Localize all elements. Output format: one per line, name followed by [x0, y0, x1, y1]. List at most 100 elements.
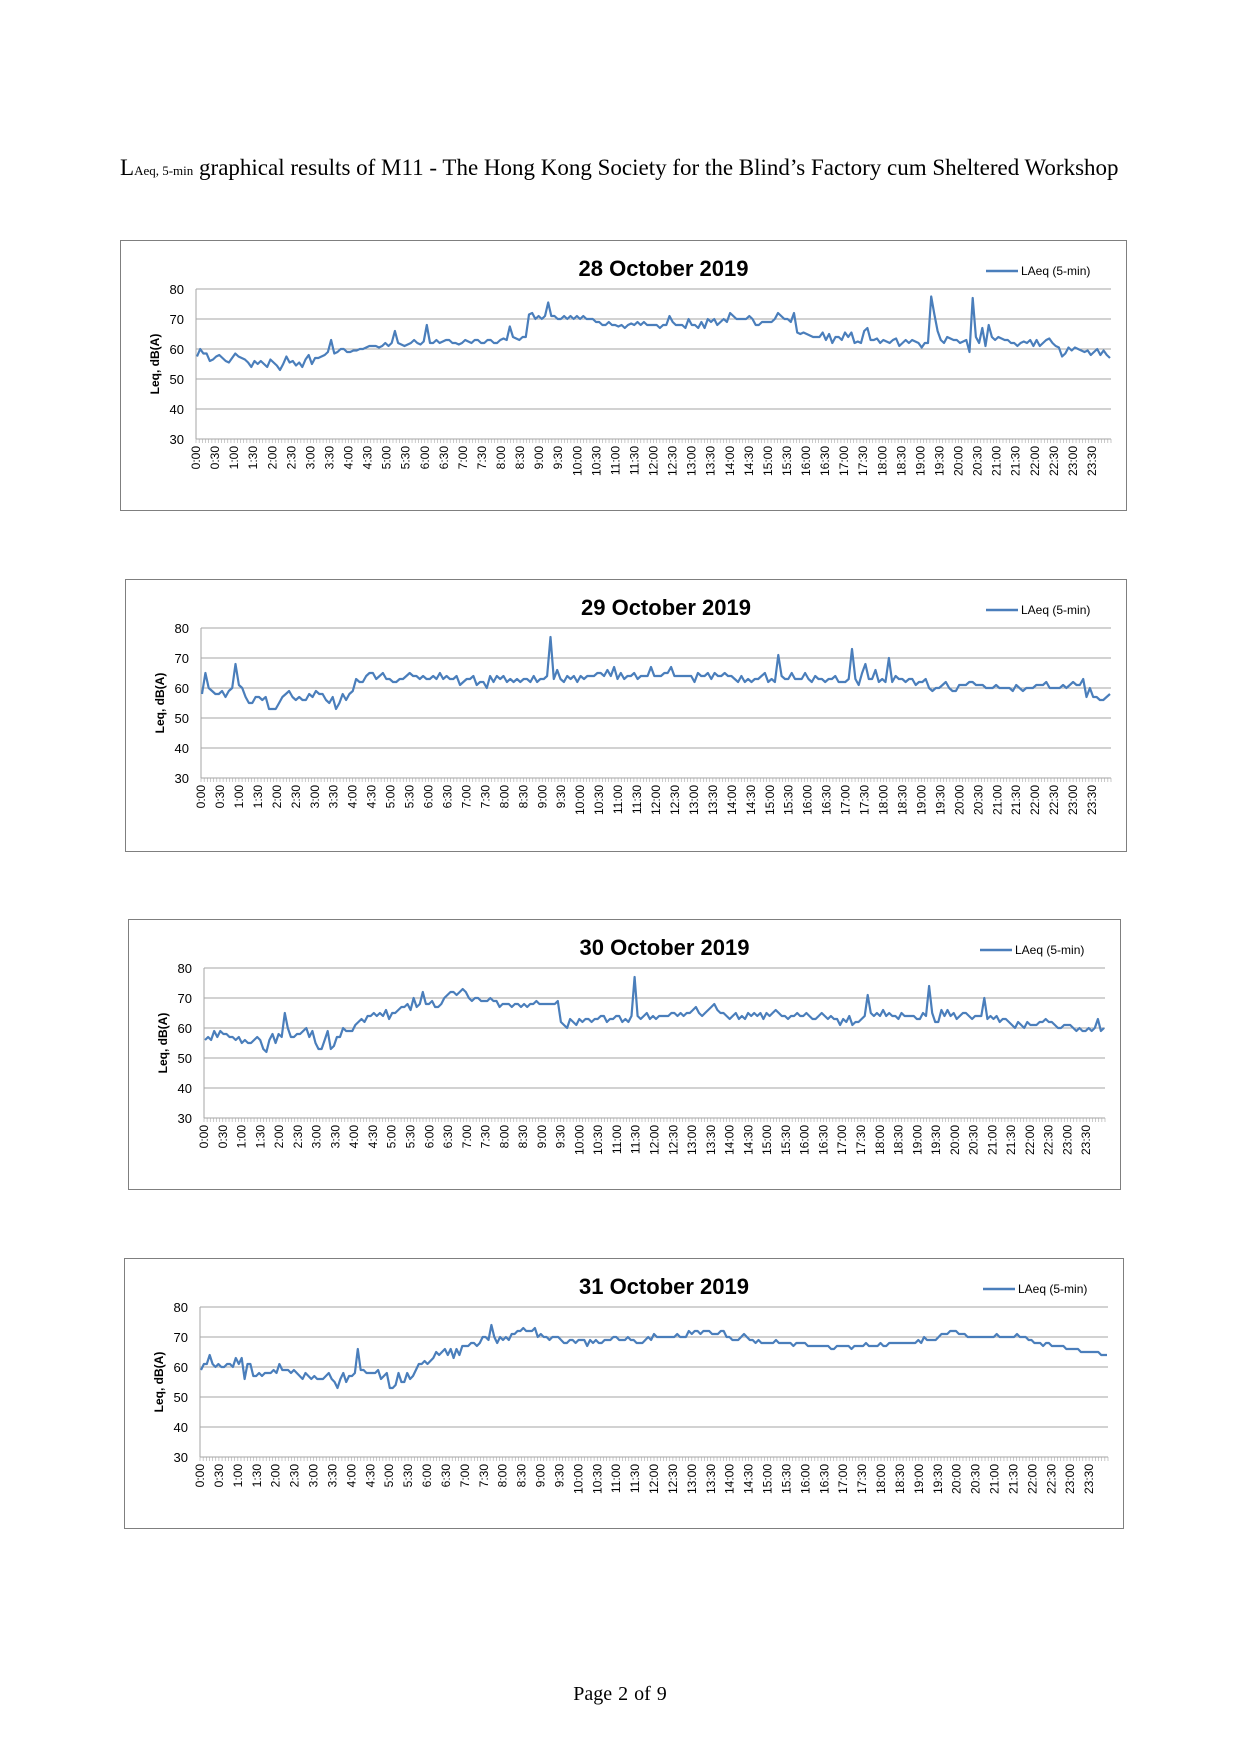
x-tick-label: 21:00: [988, 1464, 1002, 1494]
x-tick-label: 18:00: [875, 446, 889, 476]
x-tick-label: 11:30: [628, 1464, 642, 1493]
x-tick-label: 15:00: [763, 785, 777, 815]
x-tick-label: 10:30: [590, 1464, 604, 1494]
x-tick-label: 15:00: [761, 446, 775, 476]
y-tick-label: 70: [174, 1330, 188, 1345]
x-tick-label: 6:00: [420, 1464, 434, 1488]
x-tick-label: 22:30: [1047, 785, 1061, 815]
x-tick-label: 9:30: [552, 1464, 566, 1488]
x-tick-label: 14:00: [725, 785, 739, 815]
x-tick-label: 6:00: [422, 785, 436, 809]
y-axis-label: Leq, dB(A): [156, 1013, 170, 1074]
x-tick-label: 0:30: [213, 785, 227, 809]
x-tick-label: 8:30: [516, 785, 530, 809]
x-tick-label: 1:00: [231, 1464, 245, 1488]
x-tick-label: 6:00: [422, 1125, 436, 1149]
x-tick-label: 2:00: [270, 785, 284, 809]
x-tick-label: 14:30: [741, 1125, 755, 1155]
x-tick-label: 16:00: [801, 785, 815, 815]
x-tick-label: 5:30: [399, 446, 413, 470]
x-tick-label: 22:00: [1023, 1125, 1037, 1155]
x-tick-label: 22:00: [1028, 785, 1042, 815]
x-tick-label: 19:00: [914, 785, 928, 815]
series-line: [200, 1323, 1107, 1390]
x-tick-label: 22:30: [1044, 1464, 1058, 1494]
x-tick-label: 8:30: [516, 1125, 530, 1149]
x-tick-label: 5:00: [380, 446, 394, 470]
x-tick-label: 8:00: [496, 1464, 510, 1488]
x-tick-label: 19:30: [933, 785, 947, 815]
x-tick-label: 2:30: [291, 1125, 305, 1149]
x-tick-label: 11:00: [608, 446, 622, 475]
x-tick-label: 15:30: [782, 785, 796, 815]
x-tick-label: 2:00: [265, 446, 279, 470]
x-tick-label: 12:30: [666, 1125, 680, 1155]
x-tick-label: 12:00: [647, 1464, 661, 1494]
x-tick-label: 21:00: [990, 785, 1004, 815]
heading-rest: graphical results of M11 - The Hong Kong…: [193, 155, 1119, 180]
x-tick-label: 13:30: [704, 1464, 718, 1494]
x-tick-label: 23:30: [1079, 1125, 1093, 1155]
x-tick-label: 3:30: [322, 446, 336, 470]
x-tick-label: 1:00: [235, 1125, 249, 1149]
chart-title: 31 October 2019: [579, 1274, 749, 1299]
x-tick-label: 15:00: [761, 1464, 775, 1494]
x-tick-label: 20:30: [969, 1464, 983, 1494]
x-tick-label: 19:00: [913, 446, 927, 476]
y-tick-label: 60: [175, 681, 189, 696]
x-tick-label: 18:00: [877, 785, 891, 815]
x-tick-label: 13:30: [704, 1125, 718, 1155]
x-tick-label: 2:00: [272, 1125, 286, 1149]
chart-30-october: 30 October 2019 30 40 50 60 70 80 Leq, dB(A) 0:0…: [128, 919, 1121, 1190]
x-tick-label: 20:30: [971, 446, 985, 476]
x-tick-label: 9:00: [535, 1125, 549, 1149]
x-tick-label: 17:30: [854, 1125, 868, 1155]
x-tick-label: 4:00: [344, 1464, 358, 1488]
x-tick-label: 10:30: [592, 785, 606, 815]
x-tick-label: 8:00: [497, 1125, 511, 1149]
x-tick-label: 21:30: [1006, 1464, 1020, 1494]
x-tick-label: 23:00: [1066, 446, 1080, 476]
legend-label: LAeq (5-min): [1015, 943, 1084, 957]
x-tick-label: 4:00: [342, 446, 356, 470]
x-tick-label: 1:30: [253, 1125, 267, 1149]
x-tick-label: 22:30: [1042, 1125, 1056, 1155]
x-tick-label: 7:30: [478, 785, 492, 809]
x-tick-label: 9:30: [554, 785, 568, 809]
y-tick-label: 80: [175, 621, 189, 636]
x-tick-label: 15:30: [779, 1464, 793, 1494]
y-tick-label: 30: [174, 1450, 188, 1465]
x-tick-label: 12:00: [647, 446, 661, 476]
x-tick-label: 4:30: [363, 1464, 377, 1488]
page-total: 9: [656, 1683, 667, 1705]
page-number: 2: [618, 1683, 629, 1705]
x-tick-label: 14:30: [742, 1464, 756, 1494]
x-tick-label: 16:30: [817, 1464, 831, 1494]
chart-31-october: 31 October 2019 30 40 50 60 70 80 Leq, dB(A) 0:0…: [124, 1258, 1124, 1529]
x-tick-label: 4:30: [361, 446, 375, 470]
x-tick-label: 16:00: [799, 446, 813, 476]
series-line: [195, 295, 1111, 372]
x-tick-label: 11:30: [629, 1125, 643, 1154]
x-tick-label: 13:00: [685, 1464, 699, 1494]
x-tick-label: 19:30: [932, 446, 946, 476]
x-tick-label: 8:30: [513, 446, 527, 470]
x-tick-label: 17:30: [855, 1464, 869, 1494]
x-tick-label: 21:00: [990, 446, 1004, 476]
x-tick-label: 18:30: [895, 785, 909, 815]
chart-svg: 31 October 2019 30 40 50 60 70 80 Leq, dB(A) 0:0…: [152, 1274, 1109, 1494]
x-tick-label: 12:30: [666, 1464, 680, 1494]
x-tick-label: 6:00: [418, 446, 432, 470]
y-axis-label: Leq, dB(A): [152, 1352, 166, 1413]
x-tick-label: 16:30: [816, 1125, 830, 1155]
y-tick-label: 60: [178, 1021, 192, 1036]
x-tick-label: 19:30: [931, 1464, 945, 1494]
x-tick-label: 1:00: [227, 446, 241, 470]
x-tick-label: 0:00: [189, 446, 203, 470]
x-tick-label: 9:30: [554, 1125, 568, 1149]
x-tick-label: 5:00: [382, 1464, 396, 1488]
x-tick-label: 10:30: [589, 446, 603, 476]
x-tick-label: 21:30: [1009, 785, 1023, 815]
x-tick-label: 4:00: [346, 785, 360, 809]
x-tick-label: 19:30: [929, 1125, 943, 1155]
